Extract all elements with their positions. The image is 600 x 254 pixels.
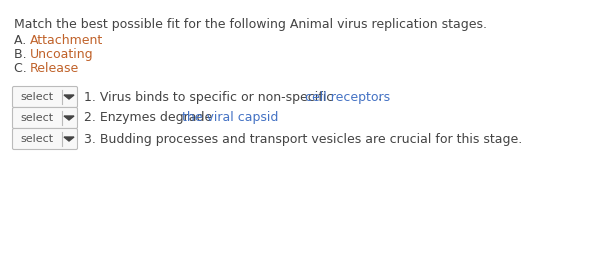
Text: Uncoating: Uncoating	[29, 48, 93, 61]
Text: .: .	[377, 90, 382, 103]
Text: Release: Release	[29, 62, 79, 75]
Polygon shape	[64, 116, 74, 120]
Text: 1. Virus binds to specific or non-specific: 1. Virus binds to specific or non-specif…	[84, 90, 337, 103]
Text: C.: C.	[14, 62, 31, 75]
Text: 3. Budding processes and transport vesicles are crucial for this stage.: 3. Budding processes and transport vesic…	[84, 133, 522, 146]
Text: 2. Enzymes degrade: 2. Enzymes degrade	[84, 112, 216, 124]
Text: the viral capsid: the viral capsid	[182, 112, 278, 124]
Text: Attachment: Attachment	[29, 34, 103, 47]
Polygon shape	[64, 137, 74, 141]
Text: Match the best possible fit for the following Animal virus replication stages.: Match the best possible fit for the foll…	[14, 18, 487, 31]
Text: select: select	[20, 134, 53, 144]
Text: B.: B.	[14, 48, 31, 61]
Polygon shape	[64, 95, 74, 99]
FancyBboxPatch shape	[13, 87, 77, 107]
Text: cell receptors: cell receptors	[305, 90, 391, 103]
Text: select: select	[20, 113, 53, 123]
FancyBboxPatch shape	[13, 107, 77, 129]
Text: A.: A.	[14, 34, 30, 47]
Text: select: select	[20, 92, 53, 102]
FancyBboxPatch shape	[13, 129, 77, 150]
